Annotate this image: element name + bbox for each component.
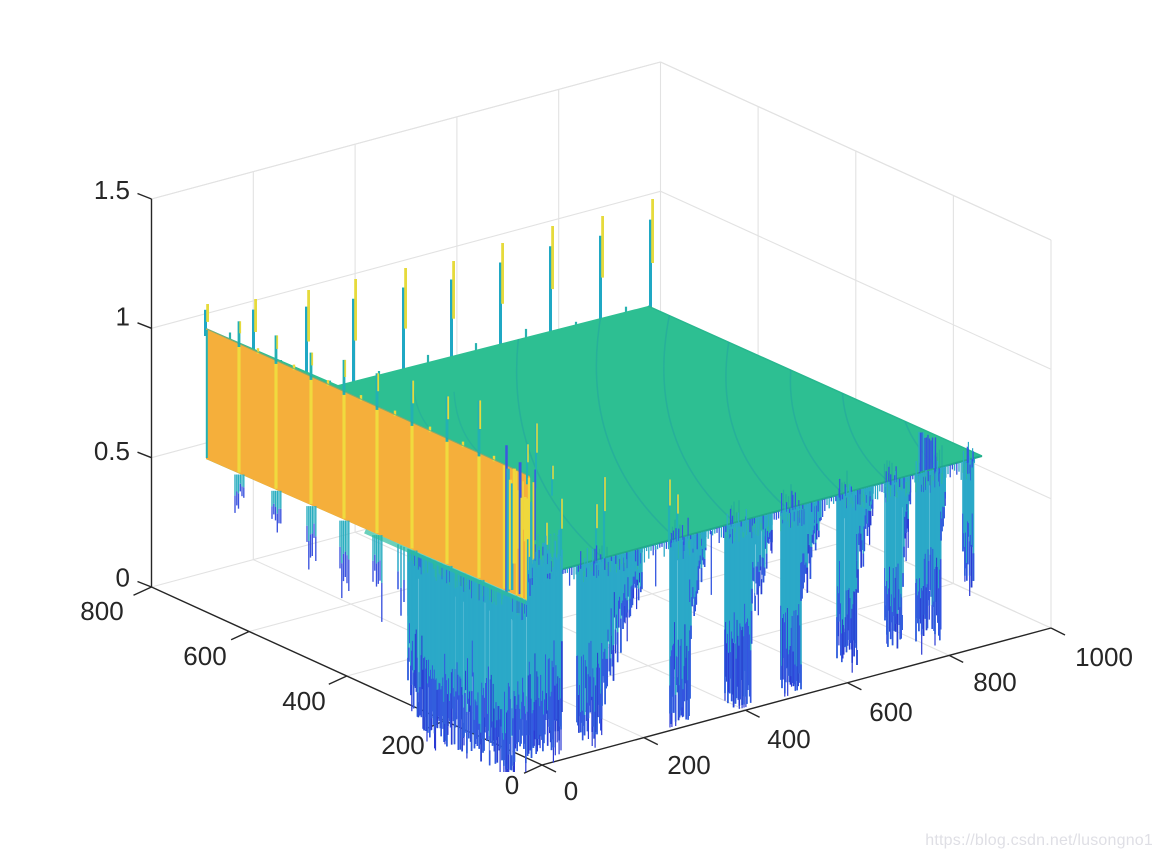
svg-text:200: 200 [667, 750, 710, 780]
svg-text:1: 1 [116, 302, 130, 332]
svg-text:400: 400 [282, 686, 325, 716]
svg-text:https://blog.csdn.net/lusongno: https://blog.csdn.net/lusongno1 [925, 832, 1153, 849]
svg-text:800: 800 [80, 596, 123, 626]
svg-text:400: 400 [767, 724, 810, 754]
svg-text:800: 800 [973, 667, 1016, 697]
svg-text:1.5: 1.5 [94, 175, 130, 205]
svg-text:200: 200 [381, 730, 424, 760]
svg-text:600: 600 [183, 641, 226, 671]
svg-text:0: 0 [116, 563, 130, 593]
svg-text:0.5: 0.5 [94, 436, 130, 466]
svg-text:0: 0 [564, 776, 578, 806]
svg-text:0: 0 [505, 770, 519, 800]
svg-text:1000: 1000 [1075, 642, 1133, 672]
svg-text:600: 600 [869, 697, 912, 727]
